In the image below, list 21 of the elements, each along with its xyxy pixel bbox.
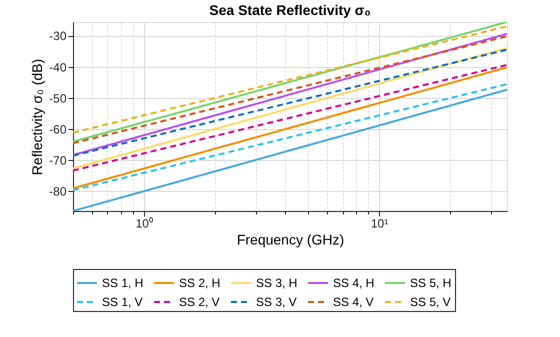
x-tick-label: 10⁰: [136, 216, 153, 230]
legend-label: SS 5, V: [410, 295, 451, 309]
legend-label: SS 3, V: [256, 295, 297, 309]
legend-label: SS 4, H: [333, 276, 374, 290]
legend-label: SS 4, V: [333, 295, 374, 309]
y-tick-label: -60: [49, 122, 67, 136]
y-axis-title: Reflectivity σ₀ (dB): [29, 58, 46, 176]
legend-label: SS 2, H: [179, 276, 220, 290]
x-tick-label: 10¹: [370, 216, 388, 230]
x-axis-title: Frequency (GHz): [236, 232, 344, 248]
legend-label: SS 5, H: [410, 276, 452, 290]
legend-label: SS 1, H: [102, 276, 144, 290]
legend-label: SS 2, V: [179, 295, 220, 309]
y-tick-label: -30: [49, 29, 67, 44]
legend-label: SS 3, H: [256, 276, 298, 290]
chart-title: Sea State Reflectivity σ₀: [209, 2, 371, 18]
y-tick-label: -70: [49, 154, 67, 168]
y-tick-label: -40: [49, 60, 67, 74]
y-tick-label: -80: [49, 184, 67, 199]
y-tick-label: -50: [49, 91, 67, 106]
legend-label: SS 1, V: [102, 295, 143, 309]
